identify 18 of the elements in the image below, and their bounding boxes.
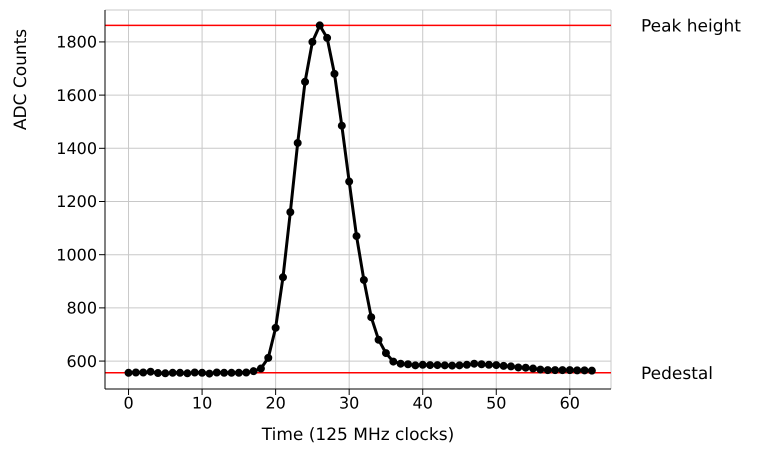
y-tick-label: 800	[66, 298, 97, 318]
x-tick-label: 20	[265, 393, 286, 412]
x-tick-label: 10	[192, 393, 212, 412]
x-tick-label: 60	[560, 393, 580, 412]
ref-line-label: Peak height	[641, 16, 742, 36]
x-tick-label: 30	[338, 393, 360, 412]
y-tick-label: 1200	[56, 192, 97, 212]
y-tick-label: 1000	[56, 245, 97, 264]
x-tick-label: 40	[412, 393, 433, 412]
x-axis-title: Time (125 MHz clocks)	[260, 425, 454, 445]
ref-line-label: Pedestal	[641, 364, 714, 384]
y-tick-label: 1600	[56, 86, 97, 105]
y-tick-label: 1400	[56, 138, 97, 158]
y-tick-label: 600	[66, 352, 97, 371]
y-axis-title: ADC Counts	[11, 28, 32, 130]
x-tick-label: 0	[123, 393, 134, 412]
y-tick-label: 1800	[56, 32, 97, 52]
x-tick-label: 50	[486, 393, 506, 412]
